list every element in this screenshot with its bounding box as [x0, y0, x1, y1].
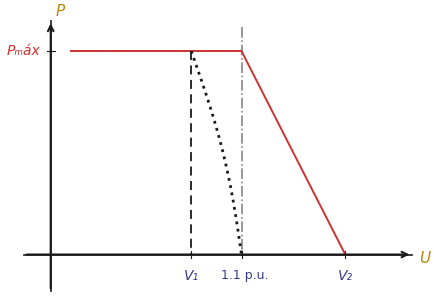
Text: Pₘáx: Pₘáx [7, 44, 41, 58]
Text: U: U [419, 251, 430, 266]
Text: P: P [56, 4, 65, 18]
Text: V₁: V₁ [184, 269, 199, 283]
Text: V₂: V₂ [338, 269, 353, 283]
Text: 1.1 p.u.: 1.1 p.u. [221, 269, 269, 282]
